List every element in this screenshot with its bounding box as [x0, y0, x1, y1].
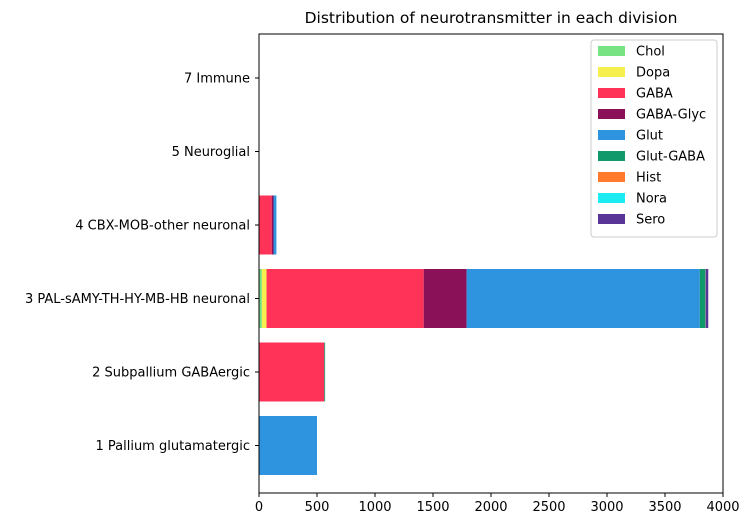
bar-gaba-glyc-4-cbx-mob-other-neuronal	[271, 195, 274, 255]
x-tick-label: 0	[255, 500, 263, 515]
legend-label-gaba-glyc: GABA-Glyc	[636, 108, 706, 123]
x-tick-label: 3000	[590, 500, 623, 515]
legend-label-glut-gaba: Glut-GABA	[636, 150, 705, 165]
legend-label-nora: Nora	[636, 192, 667, 207]
legend-swatch-gaba	[598, 88, 625, 98]
bar-glut-gaba-3-pal-samy-th-hy-mb-hb-neuronal	[699, 269, 706, 328]
legend-swatch-nora	[598, 193, 625, 203]
legend-swatch-glut-gaba	[598, 151, 625, 161]
bar-sero-3-pal-samy-th-hy-mb-hb-neuronal	[705, 269, 709, 328]
bar-glut-1-pallium-glutamatergic	[259, 416, 317, 475]
plot-area: 0 500 1000 1500 2000 2500 3000 3500 4000 1 Palliu…	[25, 33, 740, 515]
bar-glut-4-cbx-mob-other-neuronal	[273, 195, 277, 255]
bar-glut-3-pal-samy-th-hy-mb-hb-neuronal	[466, 269, 700, 328]
legend-swatch-sero	[598, 214, 625, 224]
legend-swatch-dopa	[598, 67, 625, 77]
y-tick-label: 4 CBX-MOB-other neuronal	[75, 219, 250, 234]
legend-swatch-glut	[598, 130, 625, 140]
y-tick-label: 2 Subpallium GABAergic	[92, 366, 250, 381]
y-tick-label: 5 Neuroglial	[172, 145, 250, 160]
x-tick-label: 2500	[532, 500, 565, 515]
bar-glut-gaba-2-subpallium-gabaergic	[324, 342, 326, 402]
bar-gaba-2-subpallium-gabaergic	[259, 342, 325, 402]
x-tick-label: 1000	[358, 500, 391, 515]
legend-swatch-gaba-glyc	[598, 109, 625, 119]
chart-title: Distribution of neurotransmitter in each…	[305, 9, 678, 27]
x-tick-label: 4000	[706, 500, 739, 515]
x-tick-label: 1500	[416, 500, 449, 515]
legend-label-chol: Chol	[636, 45, 665, 60]
legend-label-sero: Sero	[636, 213, 665, 228]
legend-label-glut: Glut	[636, 129, 663, 144]
y-tick-label: 3 PAL-sAMY-TH-HY-MB-HB neuronal	[25, 292, 250, 307]
legend: Chol Dopa GABA GABA-Glyc Glut Glut-GABA Hist No…	[590, 39, 718, 238]
legend-label-hist: Hist	[636, 171, 661, 186]
legend-label-dopa: Dopa	[636, 66, 670, 81]
x-tick-label: 2000	[474, 500, 507, 515]
x-tick-label: 3500	[648, 500, 681, 515]
bar-dopa-3-pal-samy-th-hy-mb-hb-neuronal	[261, 269, 267, 328]
legend-label-gaba: GABA	[636, 87, 673, 102]
bar-chol-3-pal-samy-th-hy-mb-hb-neuronal	[259, 269, 262, 328]
legend-swatch-chol	[598, 46, 625, 56]
legend-swatch-hist	[598, 172, 625, 182]
x-tick-label: 500	[305, 500, 330, 515]
bar-gaba-4-cbx-mob-other-neuronal	[259, 195, 272, 255]
bar-gaba-3-pal-samy-th-hy-mb-hb-neuronal	[266, 269, 424, 328]
y-tick-label: 7 Immune	[184, 72, 250, 87]
bar-gaba-glyc-3-pal-samy-th-hy-mb-hb-neuronal	[423, 269, 467, 328]
y-tick-label: 1 Pallium glutamatergic	[95, 439, 250, 454]
